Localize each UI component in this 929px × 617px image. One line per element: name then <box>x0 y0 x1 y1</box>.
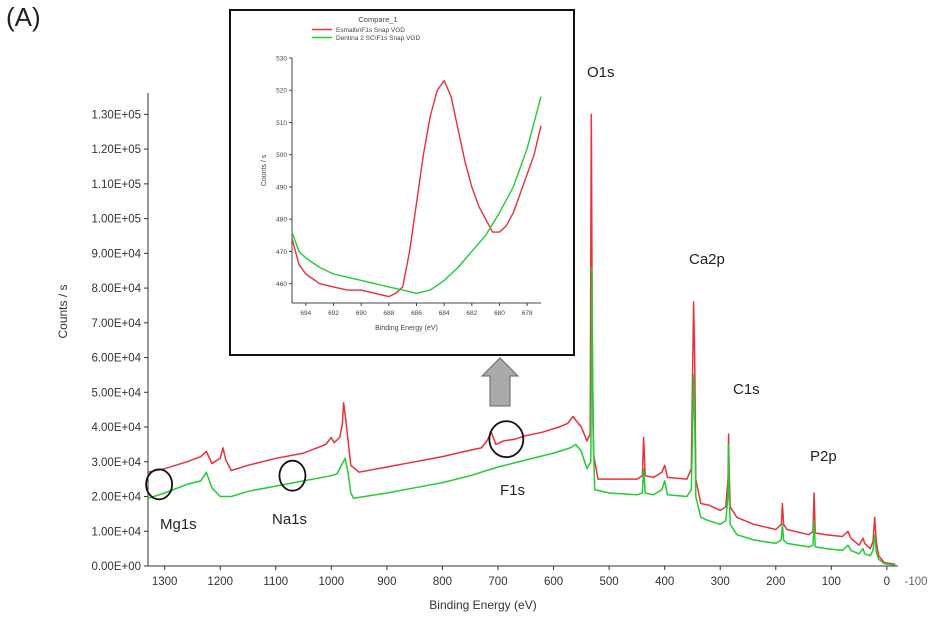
inset-x-tick-label: 678 <box>522 310 533 317</box>
zoom-arrow <box>480 357 520 407</box>
y-tick-label: 3.00E+04 <box>91 457 141 469</box>
inset-y-tick-label: 530 <box>276 56 287 63</box>
y-tick-label: 6.00E+04 <box>91 353 141 365</box>
inset-x-tick-label: 686 <box>411 310 422 317</box>
inset-legend-label: Dentina 2 SC\F1s Snap VGD <box>336 35 420 42</box>
inset-x-tick-label: 690 <box>356 310 367 317</box>
y-tick-label: 1.30E+05 <box>91 109 141 121</box>
y-tick-label: 0.00E+00 <box>91 561 141 573</box>
x-tick-label: 900 <box>377 576 396 588</box>
x-tick-label: 1300 <box>152 576 178 588</box>
x-axis-title: Binding Energy (eV) <box>429 598 536 612</box>
inset-series-line-green <box>291 96 542 294</box>
main-plot: 0.00E+00 1.00E+04 2.00E+04 3.00E+04 4.00E+04… <box>56 64 928 612</box>
peak-label-f1s: F1s <box>500 482 525 499</box>
inset-y-tick-label: 460 <box>276 281 287 288</box>
y-tick-label: 2.00E+04 <box>91 492 141 504</box>
inset-legend-label: Esmalte\F1s Snap VGD <box>336 27 405 34</box>
y-axis-title: Counts / s <box>56 284 70 338</box>
peak-label-mg1s: Mg1s <box>160 516 197 533</box>
peak-label-na1s: Na1s <box>272 511 307 528</box>
x-tick-label: 600 <box>544 576 563 588</box>
inset-x-tick-label: 680 <box>494 310 505 317</box>
peak-label-ca2p: Ca2p <box>689 251 725 268</box>
inset-x-tick-label: 694 <box>300 310 311 317</box>
inset-y-tick-label: 500 <box>276 152 287 159</box>
panel-label: (A) <box>6 2 41 32</box>
inset-x-tick-label: 688 <box>383 310 394 317</box>
y-tick-label: 1.00E+04 <box>91 526 141 538</box>
y-tick-label: 7.00E+04 <box>91 318 141 330</box>
y-tick-label: 4.00E+04 <box>91 422 141 434</box>
inset-series-line-red <box>291 79 542 298</box>
inset-x-tick-label: 682 <box>466 310 477 317</box>
series-line-red <box>147 113 896 566</box>
peak-label-p2p: P2p <box>810 448 837 465</box>
mg1s-marker <box>145 468 174 501</box>
x-tick-label: 1200 <box>207 576 233 588</box>
inset-frame <box>229 9 575 356</box>
y-tick-label: 1.20E+05 <box>91 144 141 156</box>
f1s-marker <box>488 420 525 459</box>
x-tick-label: 1000 <box>319 576 345 588</box>
x-tick-label: 800 <box>433 576 452 588</box>
y-tick-label: 8.00E+04 <box>91 283 141 295</box>
peak-label-o1s: O1s <box>587 64 615 81</box>
inset-y-tick-label: 470 <box>276 249 287 256</box>
inset-x-axis-title: Binding Energy (eV) <box>375 325 438 332</box>
inset-x-tick-label: 684 <box>439 310 450 317</box>
x-tick-label: 400 <box>655 576 674 588</box>
x-tick-label: -100 <box>904 576 927 588</box>
y-tick-label: 5.00E+04 <box>91 387 141 399</box>
na1s-marker <box>278 459 307 492</box>
peak-label-c1s: C1s <box>733 381 760 398</box>
y-tick-label: 1.10E+05 <box>91 179 141 191</box>
inset-title: Compare_1 <box>358 15 397 24</box>
y-tick-label: 1.00E+05 <box>91 214 141 226</box>
inset-y-tick-label: 510 <box>276 120 287 127</box>
x-tick-label: 500 <box>600 576 619 588</box>
inset-y-tick-label: 520 <box>276 88 287 95</box>
x-tick-label: 1100 <box>263 576 288 588</box>
y-tick-label: 9.00E+04 <box>91 248 141 260</box>
x-tick-label: 700 <box>488 576 507 588</box>
inset-y-tick-label: 480 <box>276 217 287 224</box>
x-tick-label: 300 <box>711 576 730 588</box>
x-tick-label: 200 <box>766 576 785 588</box>
x-tick-label: 0 <box>884 576 890 588</box>
x-tick-label: 100 <box>822 576 841 588</box>
inset-y-tick-label: 490 <box>276 184 287 191</box>
inset-x-tick-label: 692 <box>328 310 339 317</box>
inset-y-axis-title: Counts / s <box>261 154 268 186</box>
series-line-green <box>147 266 896 566</box>
